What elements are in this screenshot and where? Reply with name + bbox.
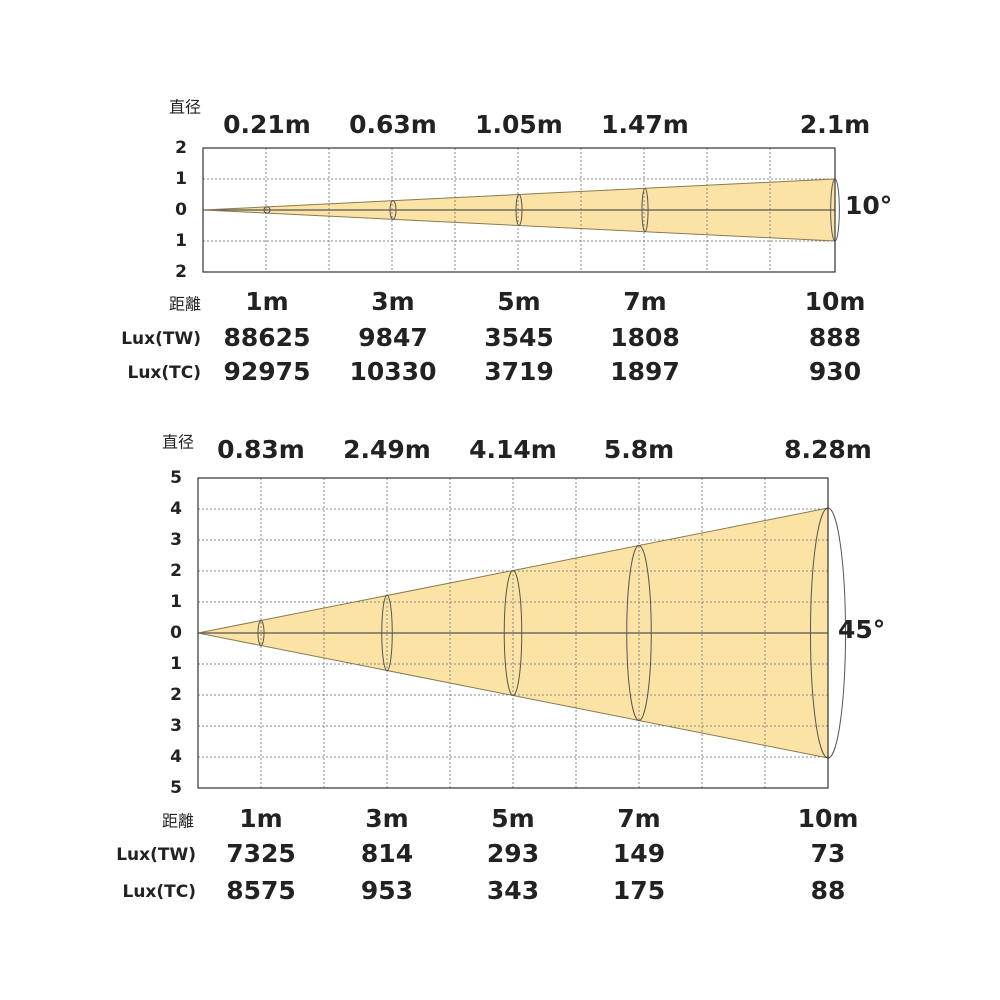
lux-value: 343 xyxy=(487,876,539,905)
beam-section xyxy=(381,595,393,671)
axis-label: 4 xyxy=(170,747,182,767)
lux-value: 3545 xyxy=(484,323,554,352)
distance: 7m xyxy=(617,804,660,833)
distance: 3m xyxy=(365,804,408,833)
distance: 7m xyxy=(623,287,666,316)
beam-section xyxy=(263,206,271,214)
angle-label: 45° xyxy=(838,615,885,644)
axis-label: 5 xyxy=(170,468,182,488)
angle-label: 10° xyxy=(845,191,892,220)
lux-value: 7325 xyxy=(226,839,296,868)
diameter-label: 直径 xyxy=(169,98,201,117)
diameter: 8.28m xyxy=(784,435,872,464)
diameter-label: 直径 xyxy=(162,433,194,452)
lux-value: 953 xyxy=(361,876,413,905)
lux-value: 1808 xyxy=(610,323,680,352)
diameter: 5.8m xyxy=(604,435,674,464)
axis-label: 4 xyxy=(170,499,182,519)
diameter: 2.49m xyxy=(343,435,431,464)
axis-label: 3 xyxy=(170,530,182,550)
axis-label: 2 xyxy=(170,685,182,705)
diameter: 1.47m xyxy=(601,110,689,139)
lux-value: 3719 xyxy=(484,357,554,386)
diameter: 4.14m xyxy=(469,435,557,464)
lux-value: 88 xyxy=(811,876,846,905)
lux-value: 9847 xyxy=(358,323,428,352)
diameter: 0.21m xyxy=(223,110,311,139)
axis-label: 5 xyxy=(170,778,182,798)
beam-section xyxy=(389,200,397,220)
axis-label: 1 xyxy=(170,654,182,674)
axis-label: 1 xyxy=(175,169,187,189)
lux-value: 73 xyxy=(811,839,846,868)
lux-value: 293 xyxy=(487,839,539,868)
beam-section xyxy=(257,620,265,646)
lux-label: Lux(TW) xyxy=(121,329,201,349)
diameter: 0.83m xyxy=(217,435,305,464)
axis-label: 2 xyxy=(175,138,187,158)
distance-label: 距離 xyxy=(169,295,201,314)
lux-value: 888 xyxy=(809,323,861,352)
axis-label: 0 xyxy=(170,623,182,643)
distance: 5m xyxy=(491,804,534,833)
plot-frame xyxy=(202,147,836,273)
lux-value: 88625 xyxy=(224,323,311,352)
axis-label: 2 xyxy=(175,262,187,282)
lux-value: 1897 xyxy=(610,357,680,386)
lux-label: Lux(TC) xyxy=(122,882,196,902)
diameter: 2.1m xyxy=(800,110,870,139)
lux-value: 814 xyxy=(361,839,413,868)
distance: 10m xyxy=(798,804,859,833)
beam-section xyxy=(515,194,523,226)
distance: 1m xyxy=(239,804,282,833)
diameter: 0.63m xyxy=(349,110,437,139)
distance: 5m xyxy=(497,287,540,316)
axis-label: 2 xyxy=(170,561,182,581)
distance: 1m xyxy=(245,287,288,316)
lux-label: Lux(TC) xyxy=(127,363,201,383)
beam-section xyxy=(641,187,649,233)
lux-value: 10330 xyxy=(350,357,437,386)
plot-frame xyxy=(197,477,829,789)
lux-value: 175 xyxy=(613,876,665,905)
distance: 3m xyxy=(371,287,414,316)
lux-value: 92975 xyxy=(224,357,311,386)
axis-label: 1 xyxy=(170,592,182,612)
diameter: 1.05m xyxy=(475,110,563,139)
lux-value: 930 xyxy=(809,357,861,386)
lux-value: 8575 xyxy=(226,876,296,905)
axis-label: 1 xyxy=(175,231,187,251)
distance-label: 距離 xyxy=(162,812,194,831)
lux-label: Lux(TW) xyxy=(116,845,196,865)
axis-label: 3 xyxy=(170,716,182,736)
distance: 10m xyxy=(805,287,866,316)
axis-label: 0 xyxy=(175,200,187,220)
lux-value: 149 xyxy=(613,839,665,868)
beam-section xyxy=(503,570,523,696)
beam-section xyxy=(626,545,652,721)
